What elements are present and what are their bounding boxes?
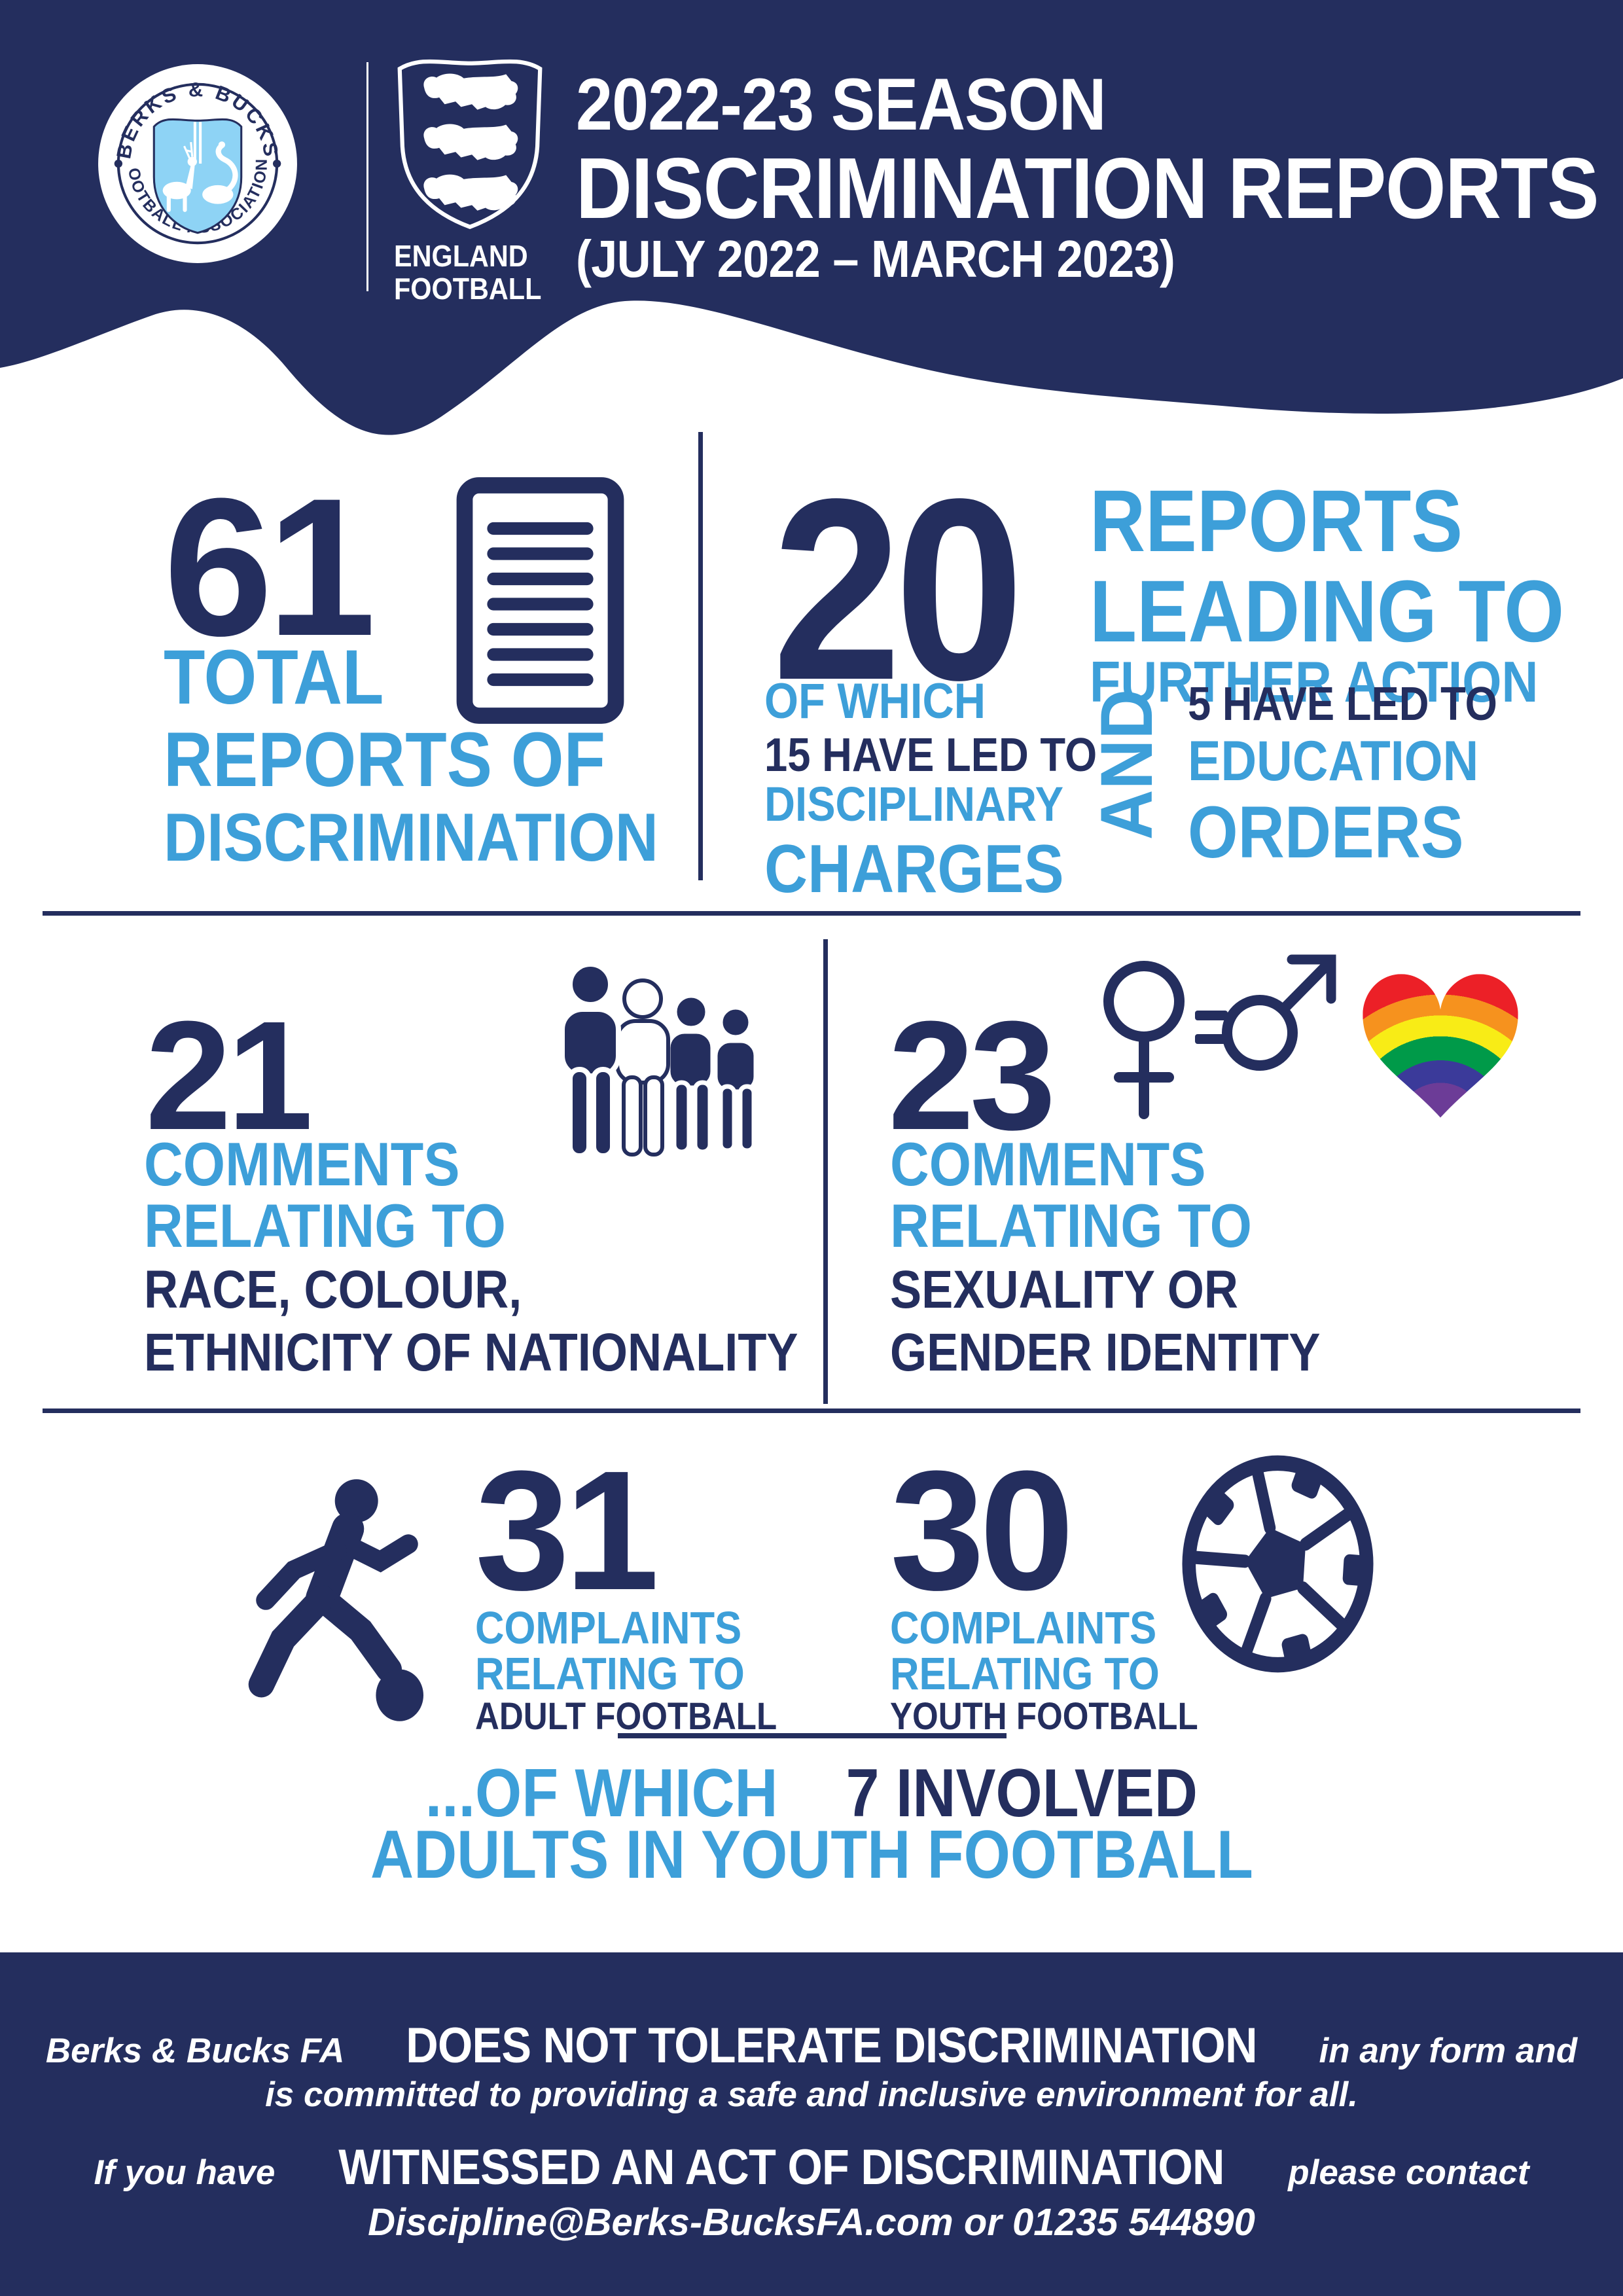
footer-line4: Discipline@Berks-BucksFA.com or 01235 54… — [0, 2200, 1623, 2244]
stat-youth-label2: RELATING TO — [890, 1648, 1160, 1699]
footballer-running-icon — [248, 1479, 423, 1721]
female-symbol — [1103, 961, 1185, 1042]
footer-contact-text: Discipline@Berks-BucksFA.com or 01235 54… — [368, 2201, 1255, 2244]
vertical-divider-middle — [823, 939, 828, 1404]
kicked-ball — [376, 1669, 423, 1721]
equals-sign — [1195, 1011, 1228, 1044]
report-document-icon — [456, 477, 624, 724]
stat-adult-value: 31 — [475, 1436, 659, 1626]
summary-line2-text: ADULTS IN YOUTH FOOTBALL — [370, 1817, 1253, 1893]
rainbow-heart-icon — [1363, 974, 1518, 1118]
football-icon — [1182, 1455, 1374, 1673]
poster-title-season: 2022-23 SEASON — [576, 63, 1107, 145]
poster-title-main: DISCRIMINATION REPORTS — [576, 140, 1599, 236]
footer-line2-text: is committed to providing a safe and inc… — [265, 2075, 1358, 2114]
stat-action-orders-label: ORDERS — [1188, 791, 1464, 873]
stat-action-education-count: 5 HAVE LED TO — [1188, 678, 1497, 730]
summary-line1: ...OF WHICH 7 INVOLVED — [0, 1759, 1623, 1827]
header-separator-line — [366, 62, 368, 291]
stat-race-label2: RELATING TO — [144, 1191, 506, 1260]
footer-line3-prefix: If you have — [94, 2153, 276, 2192]
stat-youth-label1: COMPLAINTS — [890, 1602, 1157, 1653]
footer-line3-emphasis: WITNESSED AN ACT OF DISCRIMINATION — [338, 2140, 1225, 2195]
footer-band — [0, 1952, 1623, 2296]
stat-race-detail1: RACE, COLOUR, — [144, 1260, 522, 1319]
stat-race-value: 21 — [145, 989, 313, 1162]
stat-total-label3: DISCRIMINATION — [164, 800, 658, 876]
people-group-icon — [560, 961, 758, 1158]
stat-action-label3: FURTHER ACTION — [1090, 649, 1539, 714]
horizontal-divider-2 — [43, 1408, 1580, 1413]
person-2-outline — [615, 978, 670, 1157]
horizontal-divider-1 — [43, 911, 1580, 916]
stat-action-label2: LEADING TO — [1090, 563, 1565, 660]
stat-identity-detail1: SEXUALITY OR — [890, 1260, 1238, 1319]
footer-line1-prefix: Berks & Bucks FA — [45, 2032, 345, 2070]
footer-line2: is committed to providing a safe and inc… — [0, 2075, 1623, 2115]
stat-youth-value: 30 — [890, 1436, 1074, 1626]
stat-youth-detail: YOUTH FOOTBALL — [890, 1695, 1198, 1738]
stat-identity-label1: COMMENTS — [890, 1130, 1206, 1198]
summary-line1-navy: 7 INVOLVED — [846, 1755, 1198, 1831]
stat-action-ofwhich: OF WHICH — [764, 673, 986, 729]
three-lions — [423, 73, 518, 211]
short-divider — [618, 1733, 1007, 1738]
logo-stag — [162, 142, 197, 212]
person-4 — [713, 1005, 758, 1153]
vertical-divider-top — [698, 432, 703, 880]
england-football-crest — [397, 59, 543, 230]
summary-line2: ADULTS IN YOUTH FOOTBALL — [0, 1821, 1623, 1889]
stat-action-education-label: EDUCATION — [1188, 730, 1479, 793]
stat-identity-detail2: GENDER IDENTITY — [890, 1323, 1321, 1382]
stat-action-disciplinary-count: 15 HAVE LED TO — [764, 729, 1097, 781]
stat-race-label1: COMMENTS — [144, 1130, 460, 1198]
stat-adult-label1: COMPLAINTS — [475, 1602, 742, 1653]
stat-race-detail2: ETHNICITY OF NATIONALITY — [144, 1323, 798, 1382]
england-football-wordmark-line2: FOOTBALL — [394, 272, 542, 306]
person-1 — [560, 961, 621, 1158]
stat-action-and: AND — [1086, 689, 1168, 840]
stat-identity-label2: RELATING TO — [890, 1191, 1252, 1260]
male-symbol — [1222, 995, 1298, 1071]
stat-total-value: 61 — [164, 457, 376, 677]
summary-line1-blue: ...OF WHICH — [425, 1755, 779, 1831]
logo-swan — [202, 141, 238, 204]
stat-adult-label2: RELATING TO — [475, 1648, 745, 1699]
stat-adult-detail: ADULT FOOTBALL — [475, 1695, 777, 1738]
gender-equality-icon — [1103, 954, 1336, 1119]
footer-line3-suffix: please contact — [1288, 2153, 1529, 2192]
footer-line1-emphasis: DOES NOT TOLERATE DISCRIMINATION — [406, 2018, 1258, 2073]
person-3 — [666, 993, 715, 1155]
stat-action-charges-label: CHARGES — [764, 831, 1064, 907]
stat-action-value: 20 — [772, 444, 1024, 734]
header-wave-background — [0, 0, 1623, 435]
stat-identity-value: 23 — [888, 989, 1056, 1162]
footer-line1: Berks & Bucks FA DOES NOT TOLERATE DISCR… — [0, 2017, 1623, 2074]
stat-total-label1: TOTAL — [164, 634, 384, 721]
stat-action-label1: REPORTS — [1090, 473, 1463, 570]
footer-line1-suffix: in any form and — [1319, 2032, 1578, 2070]
berks-bucks-fa-logo: BERKS & BUCKS FOOTBALL ASSOCIATION — [97, 63, 297, 263]
stat-total-label2: REPORTS OF — [164, 717, 606, 803]
england-football-wordmark-line1: ENGLAND — [394, 239, 528, 273]
footer-line3: If you have WITNESSED AN ACT OF DISCRIMI… — [0, 2139, 1623, 2196]
stat-action-disciplinary-label: DISCIPLINARY — [764, 777, 1064, 831]
poster-title-daterange: (JULY 2022 – MARCH 2023) — [576, 230, 1175, 288]
